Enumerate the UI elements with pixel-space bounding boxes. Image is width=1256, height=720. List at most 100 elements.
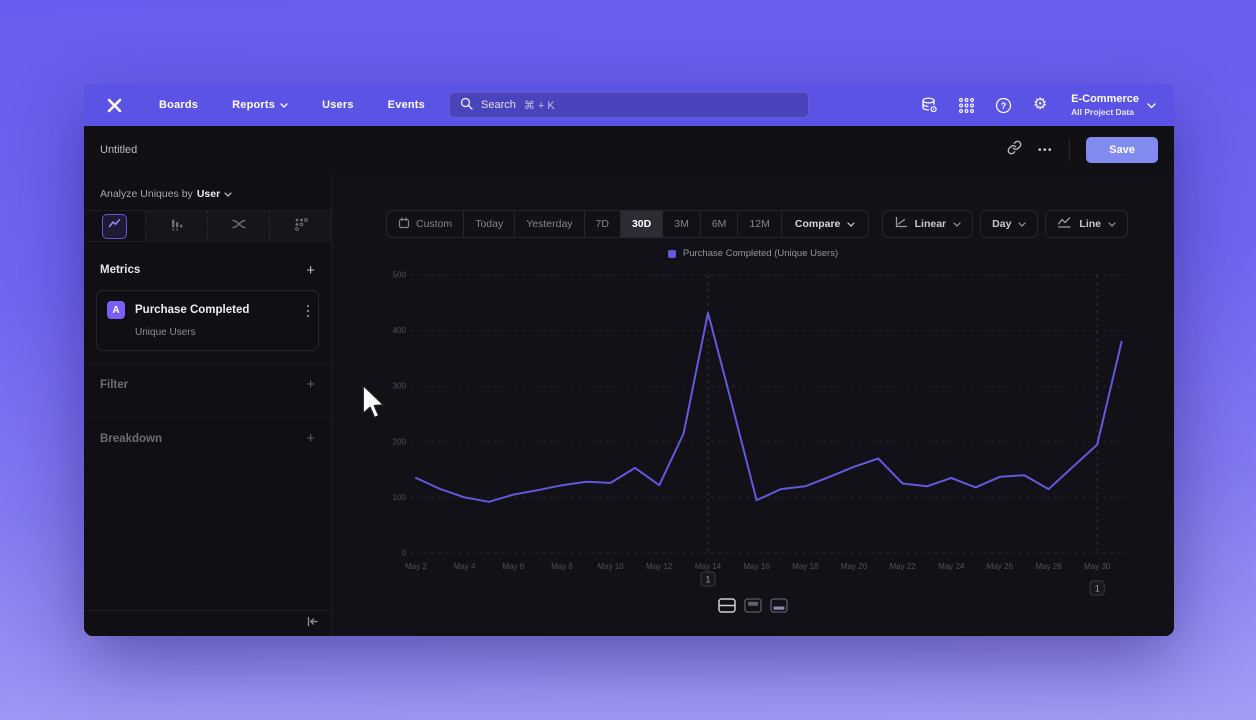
divider: [1069, 139, 1070, 161]
range-label: 3M: [674, 218, 689, 230]
range-6m[interactable]: 6M: [699, 211, 738, 237]
svg-text:300: 300: [393, 382, 407, 391]
flows-icon: [231, 216, 247, 237]
view-toggle-chart[interactable]: [744, 598, 762, 613]
project-selector[interactable]: E-Commerce All Project Data: [1071, 93, 1156, 117]
range-label: Today: [475, 218, 504, 230]
collapse-sidebar-icon[interactable]: [305, 615, 319, 633]
compare-label: Compare: [794, 218, 841, 230]
svg-text:May 24: May 24: [938, 562, 965, 571]
nav-utilities: ? ⚙ E-Commerce All Project Data: [919, 84, 1156, 126]
chart-type-dropdown[interactable]: Line: [1045, 210, 1128, 238]
range-3m[interactable]: 3M: [662, 211, 700, 237]
search-input[interactable]: Search ⌘ + K: [449, 92, 809, 118]
svg-text:May 30: May 30: [1084, 562, 1111, 571]
view-toggle-split-selected[interactable]: [718, 598, 736, 613]
analyze-entity-value: User: [196, 188, 221, 200]
help-icon[interactable]: ?: [993, 95, 1013, 115]
add-filter-button[interactable]: +: [306, 376, 315, 393]
report-type-tabs: [84, 210, 331, 242]
tab-retention[interactable]: [269, 211, 331, 241]
svg-text:500: 500: [393, 271, 407, 280]
range-label: 12M: [749, 218, 770, 230]
svg-text:May 20: May 20: [841, 562, 868, 571]
calendar-icon: [398, 216, 410, 232]
range-30d-selected[interactable]: 30D: [619, 211, 663, 237]
svg-text:0: 0: [402, 549, 407, 558]
add-metric-button[interactable]: +: [306, 261, 315, 279]
retention-dots-icon: [293, 216, 309, 237]
svg-text:May 12: May 12: [646, 562, 673, 571]
settings-gear-icon[interactable]: ⚙: [1032, 96, 1048, 113]
search-shortcut: ⌘ + K: [523, 99, 555, 112]
scale-label: Linear: [914, 218, 947, 230]
line-chart[interactable]: 0 100 200 300 400 500 May 2 May 4 May 6 May 8 May …: [332, 268, 1174, 608]
chart-type-label: Line: [1079, 218, 1101, 230]
range-7d[interactable]: 7D: [583, 211, 620, 237]
legend-label: Purchase Completed (Unique Users): [682, 248, 839, 259]
range-label: 7D: [595, 218, 609, 230]
nav-item-boards[interactable]: Boards: [159, 99, 198, 111]
range-yesterday[interactable]: Yesterday: [514, 211, 583, 237]
data-management-icon[interactable]: [919, 95, 939, 115]
add-breakdown-button[interactable]: +: [306, 430, 315, 447]
svg-text:May 10: May 10: [598, 562, 625, 571]
breakdown-section-title: Breakdown: [100, 432, 162, 445]
nav-item-events[interactable]: Events: [388, 99, 425, 111]
svg-text:May 14: May 14: [695, 562, 722, 571]
range-custom[interactable]: Custom: [387, 211, 463, 237]
metric-card[interactable]: A Purchase Completed Unique Users: [96, 290, 319, 351]
apps-grid-icon[interactable]: [956, 95, 976, 115]
legend-swatch: [667, 249, 676, 258]
granularity-dropdown[interactable]: Day: [980, 210, 1039, 238]
range-label: 30D: [631, 218, 652, 230]
share-link-icon[interactable]: [1007, 140, 1022, 160]
compare-dropdown[interactable]: Compare: [780, 211, 869, 237]
svg-text:May 16: May 16: [744, 562, 771, 571]
svg-text:?: ?: [1000, 100, 1006, 110]
range-today[interactable]: Today: [463, 211, 514, 237]
view-layout-toggles: [718, 598, 788, 613]
svg-text:May 2: May 2: [405, 562, 427, 571]
svg-text:400: 400: [393, 326, 407, 335]
app-window: Boards Reports Users Events Search ⌘ + K: [84, 84, 1174, 636]
filter-section-title: Filter: [100, 378, 129, 391]
tab-insights[interactable]: [84, 211, 145, 241]
more-options-button[interactable]: •••: [1037, 144, 1053, 156]
save-button[interactable]: Save: [1086, 137, 1158, 163]
query-builder-sidebar: Analyze Uniques by User: [84, 174, 332, 636]
mixpanel-logo-icon[interactable]: [106, 97, 123, 114]
svg-text:May 28: May 28: [1035, 562, 1062, 571]
metric-measure[interactable]: Unique Users: [135, 327, 196, 338]
range-label: Custom: [416, 218, 453, 230]
svg-text:May 18: May 18: [792, 562, 819, 571]
metric-event-name: Purchase Completed: [135, 304, 250, 316]
kebab-menu-icon[interactable]: [306, 303, 310, 324]
report-header: Untitled ••• Save: [84, 126, 1174, 174]
report-title[interactable]: Untitled: [100, 144, 138, 156]
date-range-group: Custom Today Yesterday 7D 30D 3M 6M 12M …: [386, 210, 870, 238]
tab-flows[interactable]: [207, 211, 269, 241]
metrics-section-title: Metrics: [100, 264, 141, 276]
nav-item-label: Events: [387, 99, 425, 111]
chart-panel: Custom Today Yesterday 7D 30D 3M 6M 12M …: [332, 174, 1174, 636]
search-icon: [460, 97, 473, 113]
svg-text:May 22: May 22: [889, 562, 916, 571]
range-label: Yesterday: [526, 218, 573, 230]
nav-item-reports[interactable]: Reports: [232, 99, 288, 111]
top-nav: Boards Reports Users Events Search ⌘ + K: [84, 84, 1174, 126]
svg-text:100: 100: [393, 493, 407, 502]
scale-dropdown[interactable]: Linear: [881, 210, 974, 238]
analyze-entity-dropdown[interactable]: User: [197, 188, 232, 200]
chevron-down-icon: [280, 99, 288, 111]
nav-item-users[interactable]: Users: [322, 99, 354, 111]
search-placeholder: Search: [481, 99, 516, 111]
chart-legend: Purchase Completed (Unique Users): [332, 248, 1174, 259]
range-label: 6M: [711, 218, 727, 230]
view-toggle-table[interactable]: [770, 598, 788, 613]
tab-funnels[interactable]: [145, 211, 207, 241]
chevron-down-icon: [1147, 96, 1156, 114]
range-12m[interactable]: 12M: [737, 211, 780, 237]
svg-text:1: 1: [1095, 584, 1100, 594]
